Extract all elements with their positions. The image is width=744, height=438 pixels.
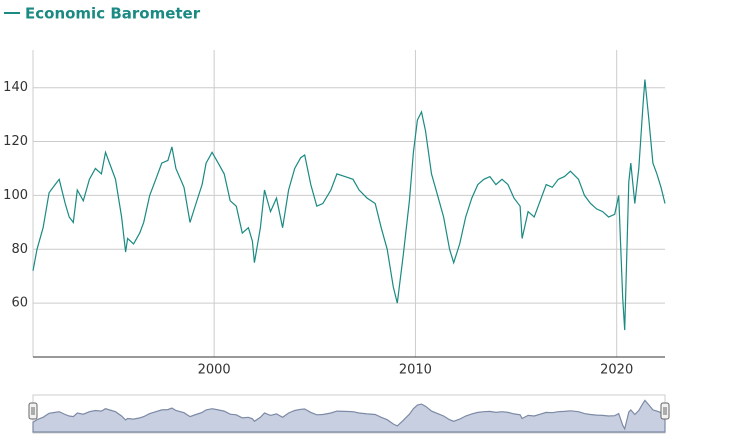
y-tick-label: 60 [11, 296, 28, 311]
y-tick-label: 140 [3, 80, 28, 95]
y-tick-label: 120 [3, 134, 28, 149]
legend-label[interactable]: Economic Barometer [25, 5, 201, 23]
navigator-handle[interactable] [28, 402, 38, 420]
y-tick-label: 80 [11, 242, 28, 257]
x-tick-label: 2000 [198, 363, 231, 378]
x-tick-label: 2010 [399, 363, 432, 378]
x-tick-label: 2020 [600, 363, 633, 378]
y-tick-label: 100 [3, 188, 28, 203]
navigator-area [32, 399, 666, 433]
data-line [32, 79, 666, 331]
navigator-handle[interactable] [660, 402, 670, 420]
